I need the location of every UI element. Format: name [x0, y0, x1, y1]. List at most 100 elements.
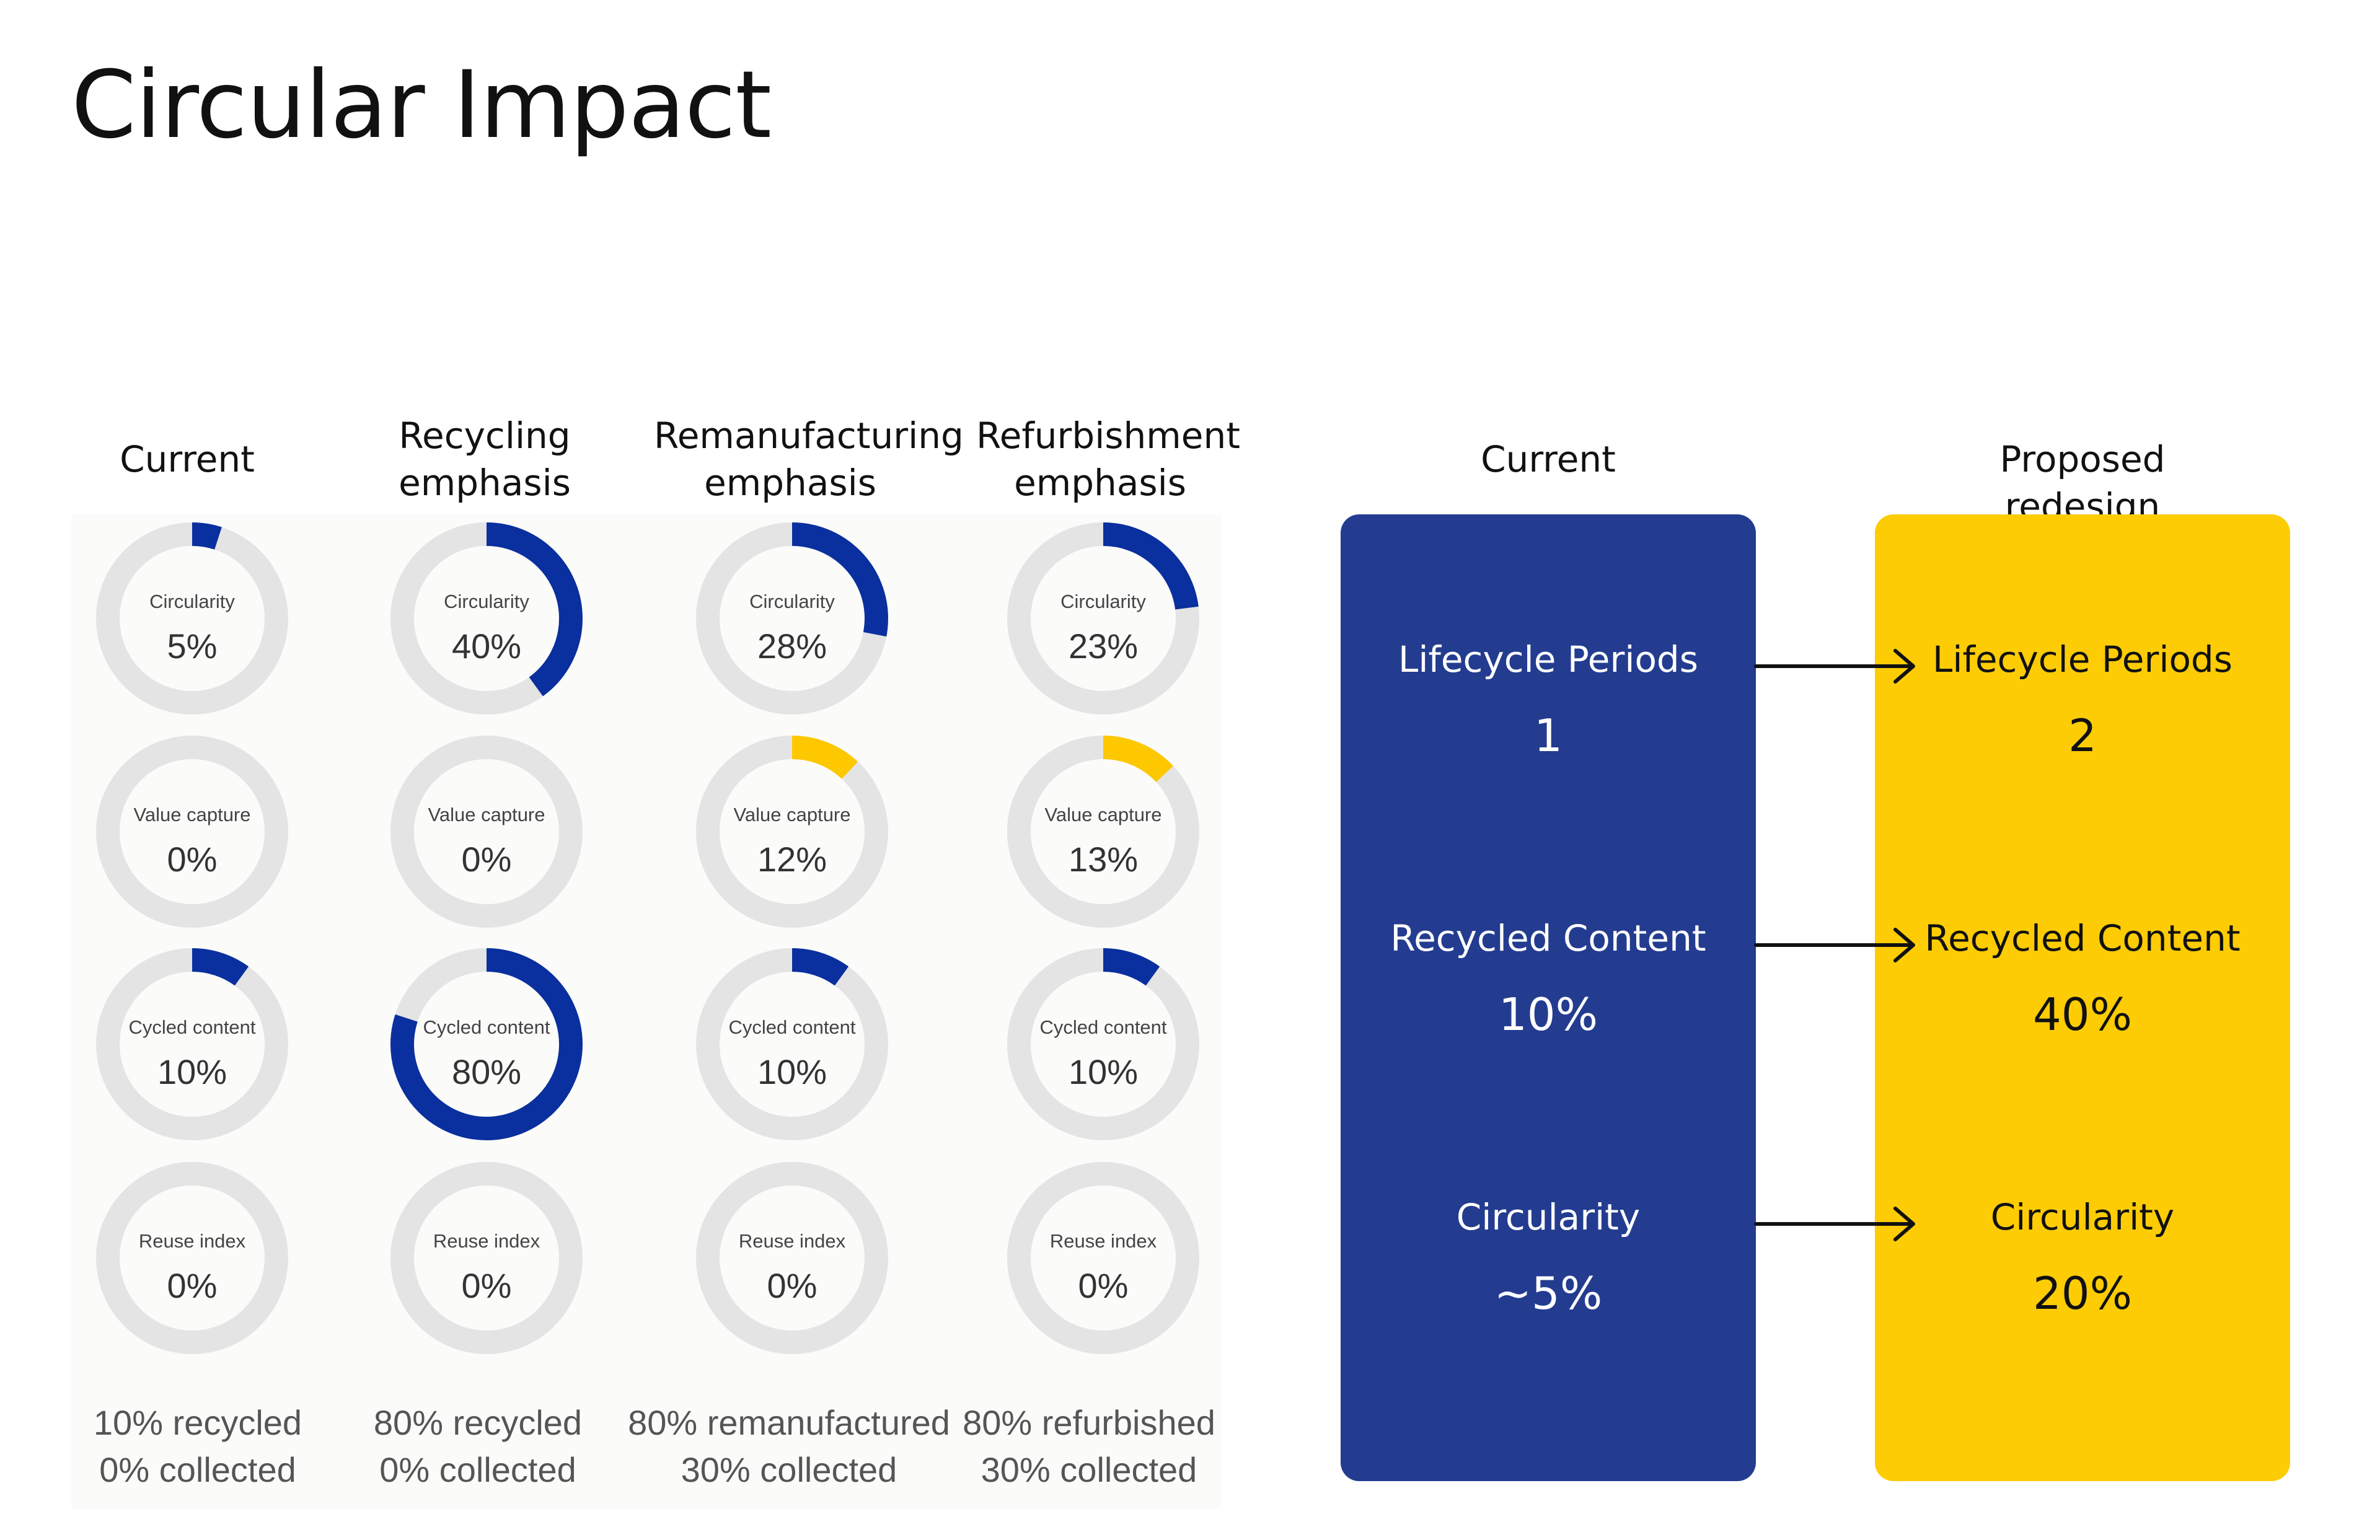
circularity-value: ~5% [1494, 1267, 1603, 1319]
donut-value: 10% [757, 1052, 827, 1091]
donut-label: Circularity [1060, 591, 1146, 612]
donut-value-arc [390, 948, 583, 1140]
donut-circularity: Circularity 28% [693, 519, 891, 718]
arrow-icon [1754, 928, 1915, 962]
scenario-heading-remanufacturing: Remanufacturing emphasis [654, 415, 964, 504]
donut-value-arc [696, 736, 888, 928]
circularity-label: Circularity [1456, 1196, 1641, 1238]
donut-circularity: Circularity 40% [387, 519, 586, 718]
donut-label: Reuse index [138, 1230, 246, 1252]
donut-value: 0% [167, 840, 218, 879]
lifecycle-periods-value: 1 [1534, 710, 1562, 762]
lifecycle-periods-label: Lifecycle Periods [1933, 638, 2232, 680]
donut-value: 0% [1078, 1266, 1129, 1305]
donut-value-arc [96, 948, 288, 1140]
donut-cycled-content: Cycled content 10% [93, 945, 291, 1143]
donut-label: Value capture [1044, 804, 1162, 825]
scenario-note-refurbishment: 80% refurbished 30% collected [928, 1399, 1250, 1494]
donut-cycled-content: Cycled content 10% [693, 945, 891, 1143]
donut-label: Circularity [149, 591, 235, 612]
scenario-heading-refurbishment: Refurbishment emphasis [976, 415, 1240, 504]
donut-label: Reuse index [738, 1230, 846, 1252]
donut-label: Cycled content [1039, 1016, 1167, 1038]
recycled-content-label: Recycled Content [1390, 917, 1706, 959]
donut-value: 80% [451, 1052, 522, 1091]
donut-value-capture: Value capture 0% [93, 733, 291, 931]
donut-value-arc [696, 948, 888, 1140]
lifecycle-periods-value: 2 [2068, 710, 2097, 762]
donut-value: 23% [1068, 627, 1139, 666]
donut-label: Cycled content [128, 1016, 256, 1038]
donut-value: 0% [167, 1266, 218, 1305]
donut-label: Cycled content [728, 1016, 856, 1038]
current-card: Lifecycle Periods 1 Recycled Content 10%… [1341, 514, 1756, 1481]
donut-cycled-content: Cycled content 80% [387, 945, 586, 1143]
recycled-content-value: 40% [2032, 988, 2133, 1041]
donut-track [96, 736, 288, 928]
donut-value-capture: Value capture 13% [1004, 733, 1202, 931]
donut-value-capture: Value capture 12% [693, 733, 891, 931]
donut-circularity: Circularity 5% [93, 519, 291, 718]
donut-value-arc [96, 522, 288, 715]
donut-reuse-index: Reuse index 0% [387, 1159, 586, 1357]
donut-track [696, 1162, 888, 1354]
scenario-note-line-1: 80% remanufactured [628, 1403, 950, 1442]
donut-value: 12% [757, 840, 827, 879]
donut-value: 10% [1068, 1052, 1139, 1091]
scenario-note-current: 10% recycled 0% collected [37, 1399, 359, 1494]
donut-label: Value capture [133, 804, 251, 825]
donut-circularity: Circularity 23% [1004, 519, 1202, 718]
donut-value: 0% [461, 1266, 512, 1305]
donut-track [390, 736, 583, 928]
donut-value-capture: Value capture 0% [387, 733, 586, 931]
donut-value-arc [696, 522, 888, 715]
scenario-note-line-1: 10% recycled [93, 1403, 302, 1442]
scenario-note-line-2: 0% collected [379, 1450, 576, 1489]
donut-value: 0% [767, 1266, 818, 1305]
donut-value-arc [1007, 948, 1199, 1140]
scenario-heading-recycling: Recycling emphasis [399, 415, 571, 504]
donut-label: Circularity [444, 591, 529, 612]
arrow-icon [1754, 1207, 1915, 1241]
donut-label: Reuse index [1049, 1230, 1157, 1252]
donut-track [96, 1162, 288, 1354]
comparison-heading-current: Current [1481, 438, 1616, 480]
donut-value: 13% [1068, 840, 1139, 879]
donut-track [390, 1162, 583, 1354]
scenario-note-line-2: 30% collected [681, 1450, 897, 1489]
recycled-content-value: 10% [1498, 988, 1598, 1041]
donut-value-arc [1007, 522, 1199, 715]
arrow-icon [1754, 649, 1915, 684]
donut-label: Reuse index [433, 1230, 540, 1252]
donut-value-arc [390, 522, 583, 715]
donut-reuse-index: Reuse index 0% [1004, 1159, 1202, 1357]
donut-track [1007, 1162, 1199, 1354]
donut-reuse-index: Reuse index 0% [693, 1159, 891, 1357]
lifecycle-periods-label: Lifecycle Periods [1398, 638, 1698, 680]
donut-label: Value capture [733, 804, 851, 825]
scenario-note-line-2: 0% collected [99, 1450, 296, 1489]
recycled-content-label: Recycled Content [1924, 917, 2241, 959]
donut-cycled-content: Cycled content 10% [1004, 945, 1202, 1143]
scenario-note-line-2: 30% collected [981, 1450, 1197, 1489]
scenario-note-recycling: 80% recycled 0% collected [317, 1399, 639, 1494]
donut-value: 10% [157, 1052, 227, 1091]
scenario-note-remanufacturing: 80% remanufactured 30% collected [622, 1399, 956, 1494]
donut-value: 40% [451, 627, 522, 666]
donut-label: Cycled content [423, 1016, 550, 1038]
donut-value: 5% [167, 627, 218, 666]
circularity-value: 20% [2032, 1267, 2133, 1319]
donut-value-arc [1007, 736, 1199, 928]
proposed-card: Lifecycle Periods 2 Recycled Content 40%… [1875, 514, 2290, 1481]
donut-label: Value capture [428, 804, 545, 825]
donut-value: 28% [757, 627, 827, 666]
page-title: Circular Impact [71, 51, 772, 159]
scenario-heading-current: Current [120, 438, 255, 480]
donut-label: Circularity [749, 591, 835, 612]
scenario-note-line-1: 80% recycled [373, 1403, 583, 1442]
donut-value: 0% [461, 840, 512, 879]
donut-reuse-index: Reuse index 0% [93, 1159, 291, 1357]
scenario-note-line-1: 80% refurbished [963, 1403, 1215, 1442]
circularity-label: Circularity [1990, 1196, 2175, 1238]
